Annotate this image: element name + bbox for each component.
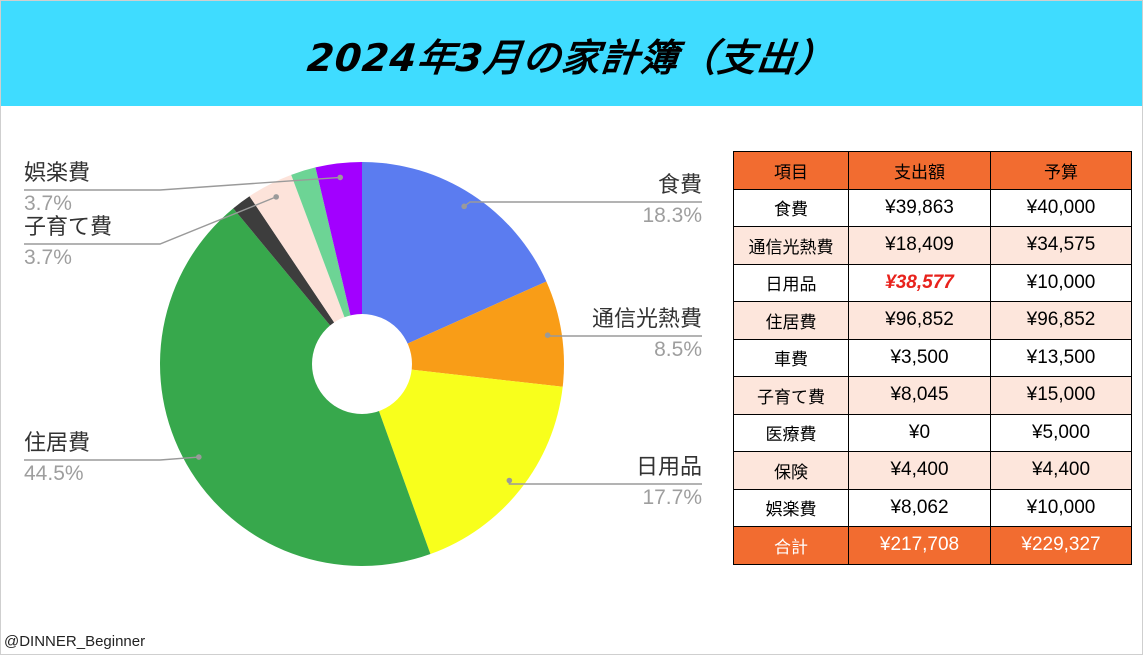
title-banner: 2024年3月の家計簿（支出）	[1, 1, 1142, 106]
expense-donut-chart: 食費18.3%通信光熱費8.5%日用品17.7%住居費44.5%子育て費3.7%…	[24, 161, 702, 566]
row-budget: ¥5,000	[990, 413, 1132, 452]
row-spent: ¥0	[848, 413, 991, 452]
leader-dot	[196, 454, 202, 460]
leader-line	[508, 480, 702, 485]
row-category: 通信光熱費	[733, 226, 849, 265]
leader-line	[24, 196, 277, 245]
row-category: 娯楽費	[733, 488, 849, 527]
table-row: 通信光熱費 ¥18,409 ¥34,575	[733, 226, 1132, 265]
slice-percent-label: 18.3%	[642, 204, 702, 227]
row-category: 子育て費	[733, 376, 849, 415]
table-row: 車費 ¥3,500 ¥13,500	[733, 338, 1132, 377]
leader-dot	[461, 203, 467, 210]
table-row: 住居費 ¥96,852 ¥96,852	[733, 301, 1132, 340]
row-spent: ¥4,400	[848, 451, 991, 490]
author-credit: @DINNER_Beginner	[4, 633, 146, 650]
slice-percent-label: 3.7%	[24, 246, 72, 269]
row-spent: ¥8,045	[848, 376, 991, 415]
header-category: 項目	[733, 151, 849, 190]
row-spent: ¥3,500	[848, 338, 991, 377]
row-category: 食費	[733, 188, 849, 227]
slice-percent-label: 3.7%	[24, 192, 72, 215]
table-row: 子育て費 ¥8,045 ¥15,000	[733, 376, 1132, 415]
table-total-row: 合計 ¥217,708 ¥229,327	[733, 526, 1132, 565]
table-header-row: 項目 支出額 予算	[733, 151, 1132, 190]
slice-label: 娯楽費	[24, 161, 90, 186]
row-category: 車費	[733, 338, 849, 377]
donut-hole	[312, 314, 412, 414]
leader-dot	[273, 194, 279, 200]
row-spent: ¥8,062	[848, 488, 991, 527]
total-label: 合計	[733, 526, 849, 565]
leader-line	[546, 335, 702, 337]
leader-line	[24, 176, 341, 191]
row-spent: ¥18,409	[848, 226, 991, 265]
expense-table: 項目 支出額 予算 食費 ¥39,863 ¥40,000 通信光熱費 ¥18,4…	[733, 151, 1132, 565]
table-row: 保険 ¥4,400 ¥4,400	[733, 451, 1132, 490]
row-category: 保険	[733, 451, 849, 490]
total-spent: ¥217,708	[848, 526, 991, 565]
slice-label: 日用品	[636, 455, 702, 480]
pie-slice	[362, 364, 563, 555]
pie-slice	[233, 196, 362, 364]
row-budget: ¥13,500	[990, 338, 1132, 377]
slice-percent-label: 17.7%	[642, 486, 702, 509]
pie-slice	[362, 281, 565, 387]
header-spent: 支出額	[848, 151, 991, 190]
table-row: 娯楽費 ¥8,062 ¥10,000	[733, 488, 1132, 527]
slice-label: 子育て費	[24, 215, 112, 240]
row-category: 日用品	[733, 263, 849, 302]
row-spent-over-budget: ¥38,577	[848, 263, 991, 302]
row-budget: ¥96,852	[990, 301, 1132, 340]
pie-slice	[249, 174, 362, 364]
slice-label: 食費	[658, 173, 702, 198]
leader-dot	[337, 174, 344, 181]
row-spent: ¥39,863	[848, 188, 991, 227]
pie-slice	[291, 167, 362, 364]
table-row: 日用品 ¥38,577 ¥10,000	[733, 263, 1132, 302]
table-row: 食費 ¥39,863 ¥40,000	[733, 188, 1132, 227]
row-category: 医療費	[733, 413, 849, 452]
leader-dot	[544, 332, 551, 338]
row-budget: ¥34,575	[990, 226, 1132, 265]
total-budget: ¥229,327	[990, 526, 1132, 565]
row-category: 住居費	[733, 301, 849, 340]
slice-label: 通信光熱費	[592, 307, 702, 332]
pie-slice	[362, 162, 547, 364]
slice-percent-label: 8.5%	[654, 338, 702, 361]
row-budget: ¥10,000	[990, 488, 1132, 527]
row-spent: ¥96,852	[848, 301, 991, 340]
header-budget: 予算	[990, 151, 1132, 190]
row-budget: ¥4,400	[990, 451, 1132, 490]
slice-percent-label: 44.5%	[24, 462, 84, 485]
pie-slice	[315, 162, 362, 364]
page-title: 2024年3月の家計簿（支出）	[305, 36, 838, 80]
leader-dot	[506, 477, 513, 484]
row-budget: ¥10,000	[990, 263, 1132, 302]
row-budget: ¥40,000	[990, 188, 1132, 227]
pie-slice	[160, 208, 431, 566]
leader-line	[24, 456, 199, 461]
table-row: 医療費 ¥0 ¥5,000	[733, 413, 1132, 452]
row-budget: ¥15,000	[990, 376, 1132, 415]
slice-label: 住居費	[24, 431, 90, 456]
